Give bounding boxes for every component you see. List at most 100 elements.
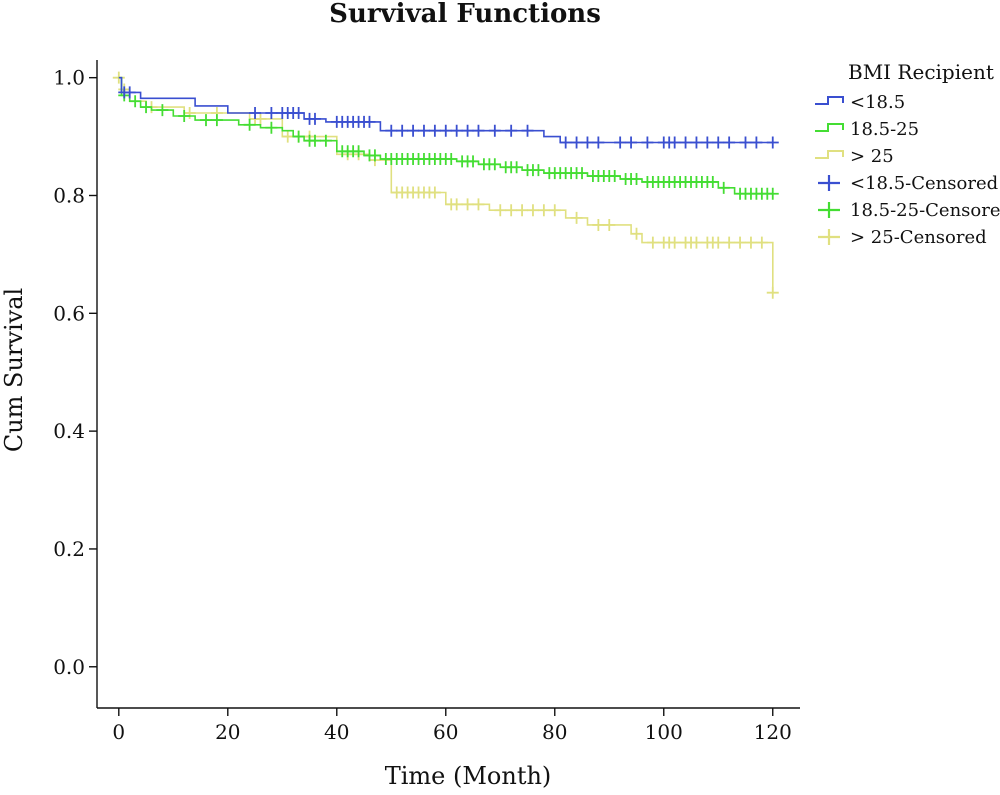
censored-mark xyxy=(690,136,703,149)
censored-mark xyxy=(630,172,643,185)
censored-mark xyxy=(766,286,779,299)
censored-mark xyxy=(603,218,616,231)
x-tick-label: 20 xyxy=(215,720,240,744)
censored-mark xyxy=(766,136,779,149)
x-tick-label: 60 xyxy=(433,720,458,744)
censored-mark xyxy=(537,204,550,217)
censored-mark xyxy=(112,71,125,84)
censored-mark xyxy=(494,204,507,217)
series-0 xyxy=(118,76,779,149)
x-tick-label: 80 xyxy=(542,720,567,744)
axes: 0.0 0.2 0.4 0.6 0.8 1.0 0 20 40 60 80 100 120 xyxy=(53,60,800,744)
censored-mark xyxy=(592,218,605,231)
censored-mark xyxy=(712,136,725,149)
y-axis-label: Cum Survival xyxy=(0,288,28,452)
censored-mark xyxy=(548,204,561,217)
censored-mark xyxy=(461,124,474,137)
censored-mark xyxy=(625,136,638,149)
y-tick-label: 0.8 xyxy=(53,183,85,207)
censored-mark xyxy=(668,236,681,249)
censored-mark xyxy=(570,211,583,224)
censored-mark xyxy=(428,124,441,137)
legend-step-swatch xyxy=(815,150,844,159)
censored-mark xyxy=(123,86,136,99)
censored-mark xyxy=(766,187,779,200)
censored-mark xyxy=(450,124,463,137)
censored-mark xyxy=(516,204,529,217)
censored-mark xyxy=(755,236,768,249)
censored-mark xyxy=(368,149,381,162)
x-tick-label: 40 xyxy=(324,720,349,744)
censored-mark xyxy=(701,136,714,149)
survival-step-line xyxy=(118,76,773,144)
censored-mark xyxy=(576,167,589,180)
censored-mark xyxy=(750,136,763,149)
censored-mark xyxy=(249,107,262,120)
series-layer xyxy=(112,71,779,299)
censored-mark xyxy=(690,236,703,249)
censored-mark xyxy=(723,236,736,249)
legend-item: 18.5-25-Censored xyxy=(818,200,1000,221)
censored-mark xyxy=(646,236,659,249)
censored-mark xyxy=(592,136,605,149)
censored-mark xyxy=(744,236,757,249)
censored-mark xyxy=(292,107,305,120)
censored-mark xyxy=(739,136,752,149)
censored-mark xyxy=(129,95,142,108)
censored-mark xyxy=(505,204,518,217)
censored-mark xyxy=(706,175,719,188)
x-tick-label: 0 xyxy=(112,720,125,744)
censored-mark xyxy=(428,186,441,199)
censored-mark xyxy=(445,152,458,165)
censored-mark xyxy=(385,124,398,137)
x-axis-label: Time (Month) xyxy=(385,762,552,790)
censored-mark xyxy=(363,115,376,128)
legend-step-swatch xyxy=(815,96,844,105)
legend-item: > 25-Censored xyxy=(818,227,987,248)
censored-mark xyxy=(265,121,278,134)
censored-mark xyxy=(396,124,409,137)
legend-item: <18.5 xyxy=(815,92,905,113)
censored-mark xyxy=(254,112,267,125)
legend-label: > 25-Censored xyxy=(850,227,987,248)
legend: <18.5 18.5-25 > 25 <18.5-Censored 18.5-25-Ce… xyxy=(815,92,1000,248)
censored-mark xyxy=(521,124,534,137)
y-tick-label: 0.4 xyxy=(53,419,85,443)
censored-mark xyxy=(407,124,420,137)
censored-mark xyxy=(461,198,474,211)
censored-mark xyxy=(614,136,627,149)
censored-mark xyxy=(630,227,643,240)
legend-item: <18.5-Censored xyxy=(818,173,998,194)
x-tick-label: 120 xyxy=(754,720,792,744)
censored-mark xyxy=(532,164,545,177)
censored-mark xyxy=(472,198,485,211)
censored-mark xyxy=(581,136,594,149)
legend-item: 18.5-25 xyxy=(815,119,919,140)
censored-mark xyxy=(734,236,747,249)
legend-item: > 25 xyxy=(815,146,894,167)
legend-label: <18.5-Censored xyxy=(850,173,998,194)
censored-mark xyxy=(668,136,681,149)
censored-mark xyxy=(352,145,365,158)
censored-mark xyxy=(308,112,321,125)
legend-plus-swatch xyxy=(818,175,840,191)
chart-title: Survival Functions xyxy=(329,0,601,29)
censored-mark xyxy=(505,124,518,137)
censored-mark xyxy=(570,136,583,149)
censored-mark xyxy=(510,161,523,174)
censored-mark xyxy=(717,181,730,194)
legend-label: > 25 xyxy=(850,146,894,167)
legend-plus-swatch xyxy=(818,202,840,218)
censored-mark xyxy=(559,136,572,149)
censored-mark xyxy=(140,101,153,114)
legend-plus-swatch xyxy=(818,229,840,245)
y-tick-label: 1.0 xyxy=(53,66,85,90)
censored-mark xyxy=(679,136,692,149)
legend-label: 18.5-25 xyxy=(850,119,919,140)
censored-mark xyxy=(472,124,485,137)
censored-mark xyxy=(281,130,294,143)
legend-label: <18.5 xyxy=(850,92,905,113)
censored-mark xyxy=(292,130,305,143)
censored-mark xyxy=(178,109,191,122)
